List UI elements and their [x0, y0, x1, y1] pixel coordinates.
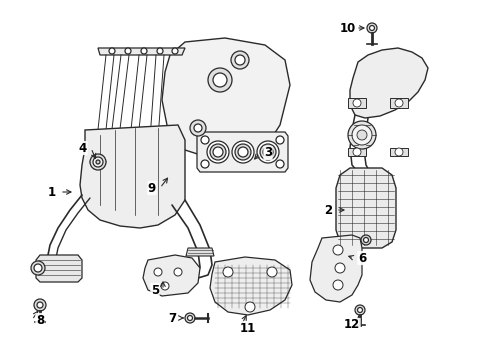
Circle shape: [352, 148, 360, 156]
Text: 1: 1: [48, 185, 56, 198]
Polygon shape: [185, 248, 214, 256]
Text: 12: 12: [343, 319, 359, 332]
Circle shape: [275, 160, 284, 168]
Circle shape: [96, 160, 100, 164]
Polygon shape: [36, 255, 82, 282]
Circle shape: [275, 136, 284, 144]
Circle shape: [34, 264, 42, 272]
Circle shape: [357, 307, 362, 312]
Text: 6: 6: [357, 252, 366, 265]
Circle shape: [223, 267, 232, 277]
Circle shape: [209, 144, 225, 160]
Circle shape: [190, 120, 205, 136]
Circle shape: [201, 160, 208, 168]
Circle shape: [213, 73, 226, 87]
Circle shape: [184, 313, 195, 323]
Text: 3: 3: [264, 147, 271, 159]
Circle shape: [369, 26, 374, 31]
Circle shape: [194, 124, 202, 132]
Polygon shape: [98, 48, 184, 55]
Circle shape: [109, 48, 115, 54]
Circle shape: [260, 144, 275, 160]
Polygon shape: [142, 255, 200, 296]
Circle shape: [354, 305, 364, 315]
Polygon shape: [347, 148, 365, 156]
Circle shape: [34, 299, 46, 311]
Circle shape: [366, 23, 376, 33]
Polygon shape: [349, 48, 427, 118]
Circle shape: [161, 282, 169, 290]
Circle shape: [334, 263, 345, 273]
Circle shape: [125, 48, 131, 54]
Circle shape: [257, 141, 279, 163]
Circle shape: [93, 157, 103, 167]
Circle shape: [235, 144, 250, 160]
Circle shape: [351, 125, 371, 145]
Circle shape: [187, 315, 192, 320]
Circle shape: [157, 48, 163, 54]
Circle shape: [206, 141, 228, 163]
Circle shape: [394, 148, 402, 156]
Circle shape: [172, 48, 178, 54]
Circle shape: [352, 99, 360, 107]
Text: 11: 11: [240, 321, 256, 334]
Polygon shape: [80, 125, 184, 228]
Circle shape: [394, 99, 402, 107]
Text: 8: 8: [36, 314, 44, 327]
Circle shape: [238, 147, 247, 157]
Circle shape: [360, 235, 370, 245]
Circle shape: [213, 147, 223, 157]
Polygon shape: [162, 38, 289, 158]
Circle shape: [363, 238, 368, 243]
Polygon shape: [335, 168, 395, 248]
Circle shape: [154, 268, 162, 276]
Circle shape: [231, 141, 253, 163]
Circle shape: [347, 121, 375, 149]
Text: 5: 5: [151, 284, 159, 297]
Circle shape: [244, 302, 254, 312]
Polygon shape: [389, 98, 407, 108]
Circle shape: [37, 302, 43, 308]
Circle shape: [263, 147, 272, 157]
Polygon shape: [209, 257, 291, 315]
Polygon shape: [197, 132, 287, 172]
Circle shape: [266, 267, 276, 277]
Circle shape: [332, 245, 342, 255]
Text: 4: 4: [79, 141, 87, 154]
Circle shape: [141, 48, 147, 54]
Text: 7: 7: [167, 311, 176, 324]
Polygon shape: [347, 98, 365, 108]
Text: 2: 2: [323, 203, 331, 216]
Circle shape: [174, 268, 182, 276]
Circle shape: [235, 55, 244, 65]
Polygon shape: [389, 148, 407, 156]
Circle shape: [31, 261, 45, 275]
Circle shape: [332, 280, 342, 290]
Polygon shape: [309, 235, 361, 302]
Text: 10: 10: [339, 22, 355, 35]
Circle shape: [230, 51, 248, 69]
Circle shape: [207, 68, 231, 92]
Circle shape: [90, 154, 106, 170]
Circle shape: [201, 136, 208, 144]
Text: 9: 9: [147, 181, 156, 194]
Circle shape: [356, 130, 366, 140]
